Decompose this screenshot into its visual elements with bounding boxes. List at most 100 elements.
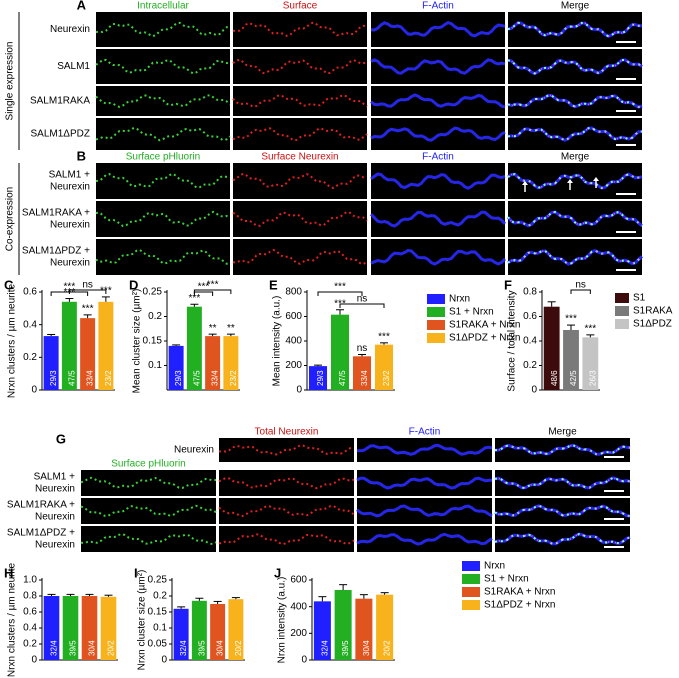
legend-label: S1 + Nrxn bbox=[484, 574, 529, 585]
y-tick-label: 800 bbox=[285, 287, 302, 298]
puncta bbox=[95, 58, 231, 75]
row-label: SALM1 + bbox=[34, 472, 76, 483]
image-cell bbox=[81, 498, 216, 524]
n-label: 30/4 bbox=[88, 640, 97, 656]
n-label: 29/3 bbox=[316, 370, 325, 386]
puncta bbox=[218, 444, 355, 456]
image-cell bbox=[96, 12, 230, 47]
legend-label: S1RAKA + Nrxn bbox=[449, 320, 520, 331]
actin bbox=[370, 20, 506, 38]
legend-swatch bbox=[462, 561, 480, 571]
puncta bbox=[507, 94, 643, 108]
significance: *** bbox=[207, 280, 219, 291]
row-label: SALM1ΔPDZ + bbox=[22, 246, 90, 257]
actin bbox=[370, 58, 506, 75]
y-tick-label: 0.2 bbox=[153, 591, 167, 602]
y-tick-label: 200 bbox=[290, 628, 307, 639]
puncta bbox=[495, 444, 631, 456]
puncta bbox=[232, 210, 368, 227]
legend-label: S1ΔPDZ bbox=[633, 319, 672, 330]
image-cell bbox=[96, 49, 230, 84]
actin bbox=[370, 126, 506, 142]
puncta bbox=[95, 94, 231, 108]
n-label: 33/4 bbox=[360, 370, 369, 386]
puncta bbox=[95, 21, 231, 38]
bar bbox=[43, 336, 59, 390]
actin bbox=[356, 504, 493, 518]
column-header: Merge bbox=[561, 152, 590, 163]
y-tick-label: 0.8 bbox=[23, 591, 37, 602]
y-tick-label: 0.2 bbox=[148, 311, 162, 322]
n-label: 20/2 bbox=[107, 640, 116, 656]
y-tick-label: 0.1 bbox=[148, 360, 162, 371]
n-label: 20/2 bbox=[383, 640, 392, 656]
bar bbox=[173, 608, 189, 660]
image-cell bbox=[371, 12, 505, 47]
image-cell bbox=[96, 163, 230, 199]
puncta bbox=[507, 94, 643, 109]
significance-bracket bbox=[68, 289, 107, 294]
bar bbox=[205, 336, 221, 390]
y-axis-label: Surface / total intensity bbox=[507, 290, 518, 391]
y-tick-label: 0.1 bbox=[153, 623, 167, 634]
row-label: SALM1RAKA + bbox=[7, 500, 75, 511]
bar bbox=[81, 596, 98, 660]
significance: ns bbox=[357, 343, 368, 354]
puncta bbox=[232, 58, 368, 75]
image-cell bbox=[96, 239, 230, 275]
puncta bbox=[232, 248, 368, 266]
row-label: Neurexin bbox=[50, 182, 90, 193]
image-cell bbox=[96, 201, 230, 237]
y-tick-label: 0 bbox=[531, 385, 537, 396]
n-label: 23/2 bbox=[229, 370, 238, 386]
arrow-head bbox=[567, 179, 573, 183]
bar bbox=[168, 345, 184, 390]
legend-swatch bbox=[462, 600, 480, 610]
n-label: 26/3 bbox=[588, 370, 597, 386]
significance: *** bbox=[198, 282, 210, 293]
y-tick-label: 0.4 bbox=[23, 319, 37, 330]
bar bbox=[543, 306, 560, 390]
bar bbox=[308, 366, 328, 390]
significance: *** bbox=[565, 314, 577, 325]
bar bbox=[563, 329, 579, 390]
bar bbox=[43, 596, 60, 660]
image-cell bbox=[233, 86, 367, 116]
side-label: Single expression bbox=[5, 42, 16, 121]
bar bbox=[223, 336, 239, 390]
column-header: Surface pHluorin bbox=[111, 459, 185, 470]
n-label: 39/5 bbox=[197, 640, 206, 656]
y-tick-label: 0.2 bbox=[23, 639, 37, 650]
puncta bbox=[80, 532, 217, 546]
bar bbox=[355, 598, 373, 660]
row-label: Neurexin bbox=[50, 258, 90, 269]
y-axis-label: Nrxn cluster size (µm²) bbox=[137, 570, 148, 671]
significance: *** bbox=[82, 304, 94, 315]
n-label: 29/3 bbox=[49, 370, 58, 386]
row-label: Neurexin bbox=[35, 540, 75, 551]
bar bbox=[334, 590, 352, 660]
row-label: Neurexin bbox=[35, 484, 75, 495]
y-tick-label: 0 bbox=[301, 655, 307, 666]
actin bbox=[507, 248, 644, 266]
column-header: Surface pHluorin bbox=[126, 152, 200, 163]
legend-label: S1ΔPDZ + Nrxn bbox=[449, 333, 520, 344]
bar bbox=[376, 594, 394, 660]
actin bbox=[370, 93, 506, 109]
column-header: Surface Neurexin bbox=[261, 152, 338, 163]
actin bbox=[369, 210, 507, 228]
n-label: 47/5 bbox=[192, 370, 201, 386]
puncta bbox=[95, 127, 231, 142]
puncta bbox=[95, 210, 231, 228]
significance-bracket bbox=[317, 291, 363, 296]
panel-letter: I bbox=[134, 565, 138, 580]
y-tick-label: 0.15 bbox=[143, 336, 163, 347]
arrow-head bbox=[593, 177, 599, 181]
n-label: 32/4 bbox=[179, 640, 188, 656]
legend-swatch bbox=[462, 587, 480, 597]
legend-label: Nrxn bbox=[484, 561, 505, 572]
row-label: Neurexin bbox=[50, 24, 90, 35]
column-header: F-Actin bbox=[422, 1, 454, 12]
y-tick-label: 600 bbox=[290, 575, 307, 586]
